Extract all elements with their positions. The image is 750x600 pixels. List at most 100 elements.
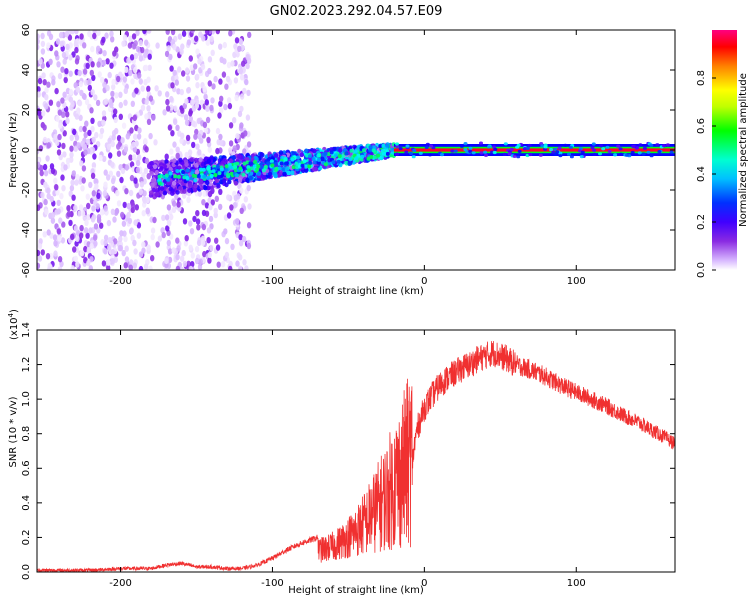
spectrogram-noise-cell: [90, 172, 96, 179]
spectrogram-noise-cell: [183, 114, 189, 121]
spectrogram-noise-cell: [56, 199, 61, 207]
spectrogram-noise-cell: [170, 39, 176, 46]
spectrogram-noise-cell: [239, 74, 245, 81]
spectrogram-noise-cell: [128, 154, 133, 161]
spectrogram-noise-cell: [123, 99, 128, 106]
spectrogram-carrier-cell: [613, 153, 618, 157]
spectrogram-noise-cell: [64, 31, 70, 38]
spectrogram-noise-cell: [137, 154, 142, 161]
spectrogram-noise-cell: [146, 85, 151, 93]
spectrogram-noise-cell: [186, 39, 192, 46]
spectrogram-band-cell: [150, 178, 156, 184]
spectrogram-noise-cell: [55, 115, 60, 123]
spectrogram-carrier-cell: [599, 144, 604, 148]
spectrogram-noise-cell: [207, 56, 213, 63]
spectrogram-noise-cell: [81, 165, 87, 172]
spectrogram-noise-cell: [188, 110, 193, 117]
spectrogram-noise-cell: [209, 244, 214, 252]
spectrogram-noise-cell: [208, 215, 214, 223]
spectrogram-noise-cell: [56, 101, 61, 108]
spectrogram-noise-cell: [207, 67, 212, 75]
spectrogram-core-cell: [316, 157, 321, 162]
spectrogram-core-cell: [242, 161, 247, 166]
spectrogram-noise-cell: [114, 127, 119, 135]
spectrogram-core-cell: [226, 172, 230, 177]
snr-line: [37, 341, 675, 572]
spectrogram-noise-cell: [198, 31, 203, 38]
spectrogram-core-cell: [266, 157, 271, 162]
spectrogram-noise-cell: [42, 231, 47, 238]
spectrogram-band-cell: [171, 180, 177, 186]
spectrogram-noise-cell: [106, 259, 111, 266]
spectrogram-band-cell: [154, 170, 160, 175]
spectrogram-noise-cell: [79, 250, 85, 257]
spectrogram-core-cell: [316, 153, 321, 158]
colorbar-ticks: 0.0 0.2 0.4 0.6 0.8: [696, 70, 716, 278]
spectrogram-noise-cell: [62, 91, 67, 98]
spectrogram-carrier-cell: [540, 144, 545, 148]
spectrogram-noise-cell: [140, 46, 145, 54]
spectrogram-band-cell: [189, 157, 194, 163]
spectrogram-noise-cell: [246, 184, 251, 192]
spectrogram-noise-cell: [65, 117, 70, 125]
chart-title: GN02.2023.292.04.57.E09: [270, 4, 443, 19]
spectrogram-noise-cell: [194, 35, 199, 42]
spectrogram-noise-cell: [99, 127, 105, 135]
spectrogram-band-cell: [245, 157, 250, 162]
spectrogram-noise-cell: [213, 75, 218, 83]
spectrogram-noise-cell: [37, 262, 41, 269]
spectrogram-noise-cell: [216, 261, 221, 268]
spectrogram-noise-cell: [88, 265, 93, 270]
spectrogram-noise-cell: [195, 48, 200, 55]
spectrogram-core-cell: [196, 174, 201, 179]
spectrogram-core-cell: [308, 160, 313, 165]
spectrogram-band-cell: [304, 148, 309, 154]
spectrogram-band-cell: [273, 153, 279, 158]
spectrogram-core-cell: [340, 154, 345, 159]
spectrogram-noise-cell: [79, 160, 84, 167]
spectrogram-noise-cell: [103, 239, 108, 246]
spectrogram-carrier-cell: [590, 146, 595, 150]
spectrogram-carrier-cell: [601, 147, 606, 151]
spectrogram-noise-cell: [123, 87, 128, 95]
spectrogram-noise-cell: [235, 133, 240, 140]
spectrogram-band-cell: [224, 182, 229, 188]
spectrogram-noise-cell: [92, 32, 97, 40]
spectrogram-noise-cell: [96, 192, 101, 199]
spectrogram-noise-cell: [122, 34, 128, 41]
spectrogram-noise-cell: [199, 99, 205, 106]
spectrogram-noise-cell: [56, 228, 62, 235]
spectrogram-noise-cell: [58, 153, 63, 161]
spectrogram-noise-cell: [242, 259, 247, 266]
spectrogram-noise-cell: [59, 40, 64, 47]
spectrogram-noise-cell: [191, 98, 196, 106]
spectrogram-noise-cell: [40, 249, 45, 256]
spectrogram-noise-cell: [140, 104, 146, 112]
spectrogram-core-cell: [157, 174, 162, 179]
spectrogram-noise-cell: [181, 249, 186, 257]
spectrogram-core-cell: [307, 164, 312, 169]
spectrogram-noise-cell: [102, 190, 108, 197]
spectrogram-noise-cell: [150, 255, 155, 262]
spectrogram-noise-cell: [74, 240, 79, 247]
spectrogram-carrier-cell: [646, 150, 651, 154]
spectrogram-carrier-cell: [483, 150, 488, 154]
spectrogram-noise-cell: [115, 189, 120, 197]
spectrogram-noise-cell: [132, 43, 137, 50]
spectrogram-noise-cell: [83, 227, 89, 234]
spectrogram-noise-cell: [116, 135, 122, 142]
spectrogram-carrier-cell: [624, 153, 629, 157]
spectrogram-noise-cell: [93, 240, 98, 247]
spectrogram-noise-cell: [107, 137, 112, 144]
spectrogram-carrier-cell: [405, 144, 410, 148]
spectrogram-noise-cell: [161, 231, 166, 239]
spectrogram-noise-cell: [46, 229, 51, 236]
spectrogram-noise-cell: [229, 204, 234, 211]
spectrogram-carrier-cell: [516, 155, 521, 159]
colorbar-gradient: [712, 30, 737, 270]
spectrogram-noise-cell: [65, 111, 70, 118]
spectrogram-band-cell: [194, 162, 199, 168]
spectrogram-noise-cell: [65, 43, 70, 50]
spectrogram-carrier-cell: [557, 146, 562, 150]
spectrogram-core-cell: [166, 177, 171, 182]
